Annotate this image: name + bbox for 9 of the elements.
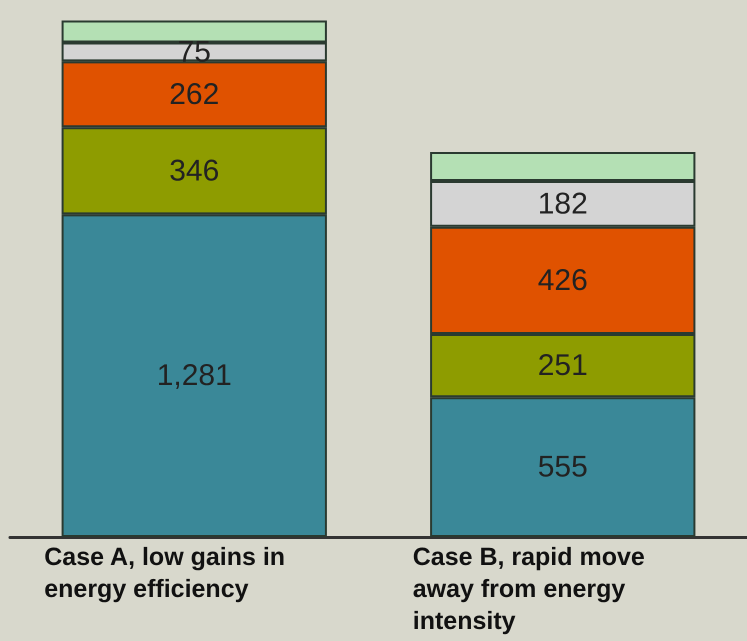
data-label: 346 [169, 154, 220, 188]
data-label: 1,281 [156, 359, 232, 392]
data-label: 182 [538, 187, 588, 220]
data-label: 426 [538, 264, 588, 297]
x-tick-label: Case A, low gains in energy efficiency [44, 543, 292, 603]
data-label: 262 [169, 78, 220, 111]
data-label: 555 [538, 450, 588, 484]
x-tick-label: Case B, rapid move away from energy intensity [412, 543, 652, 635]
data-label: 251 [538, 349, 588, 382]
